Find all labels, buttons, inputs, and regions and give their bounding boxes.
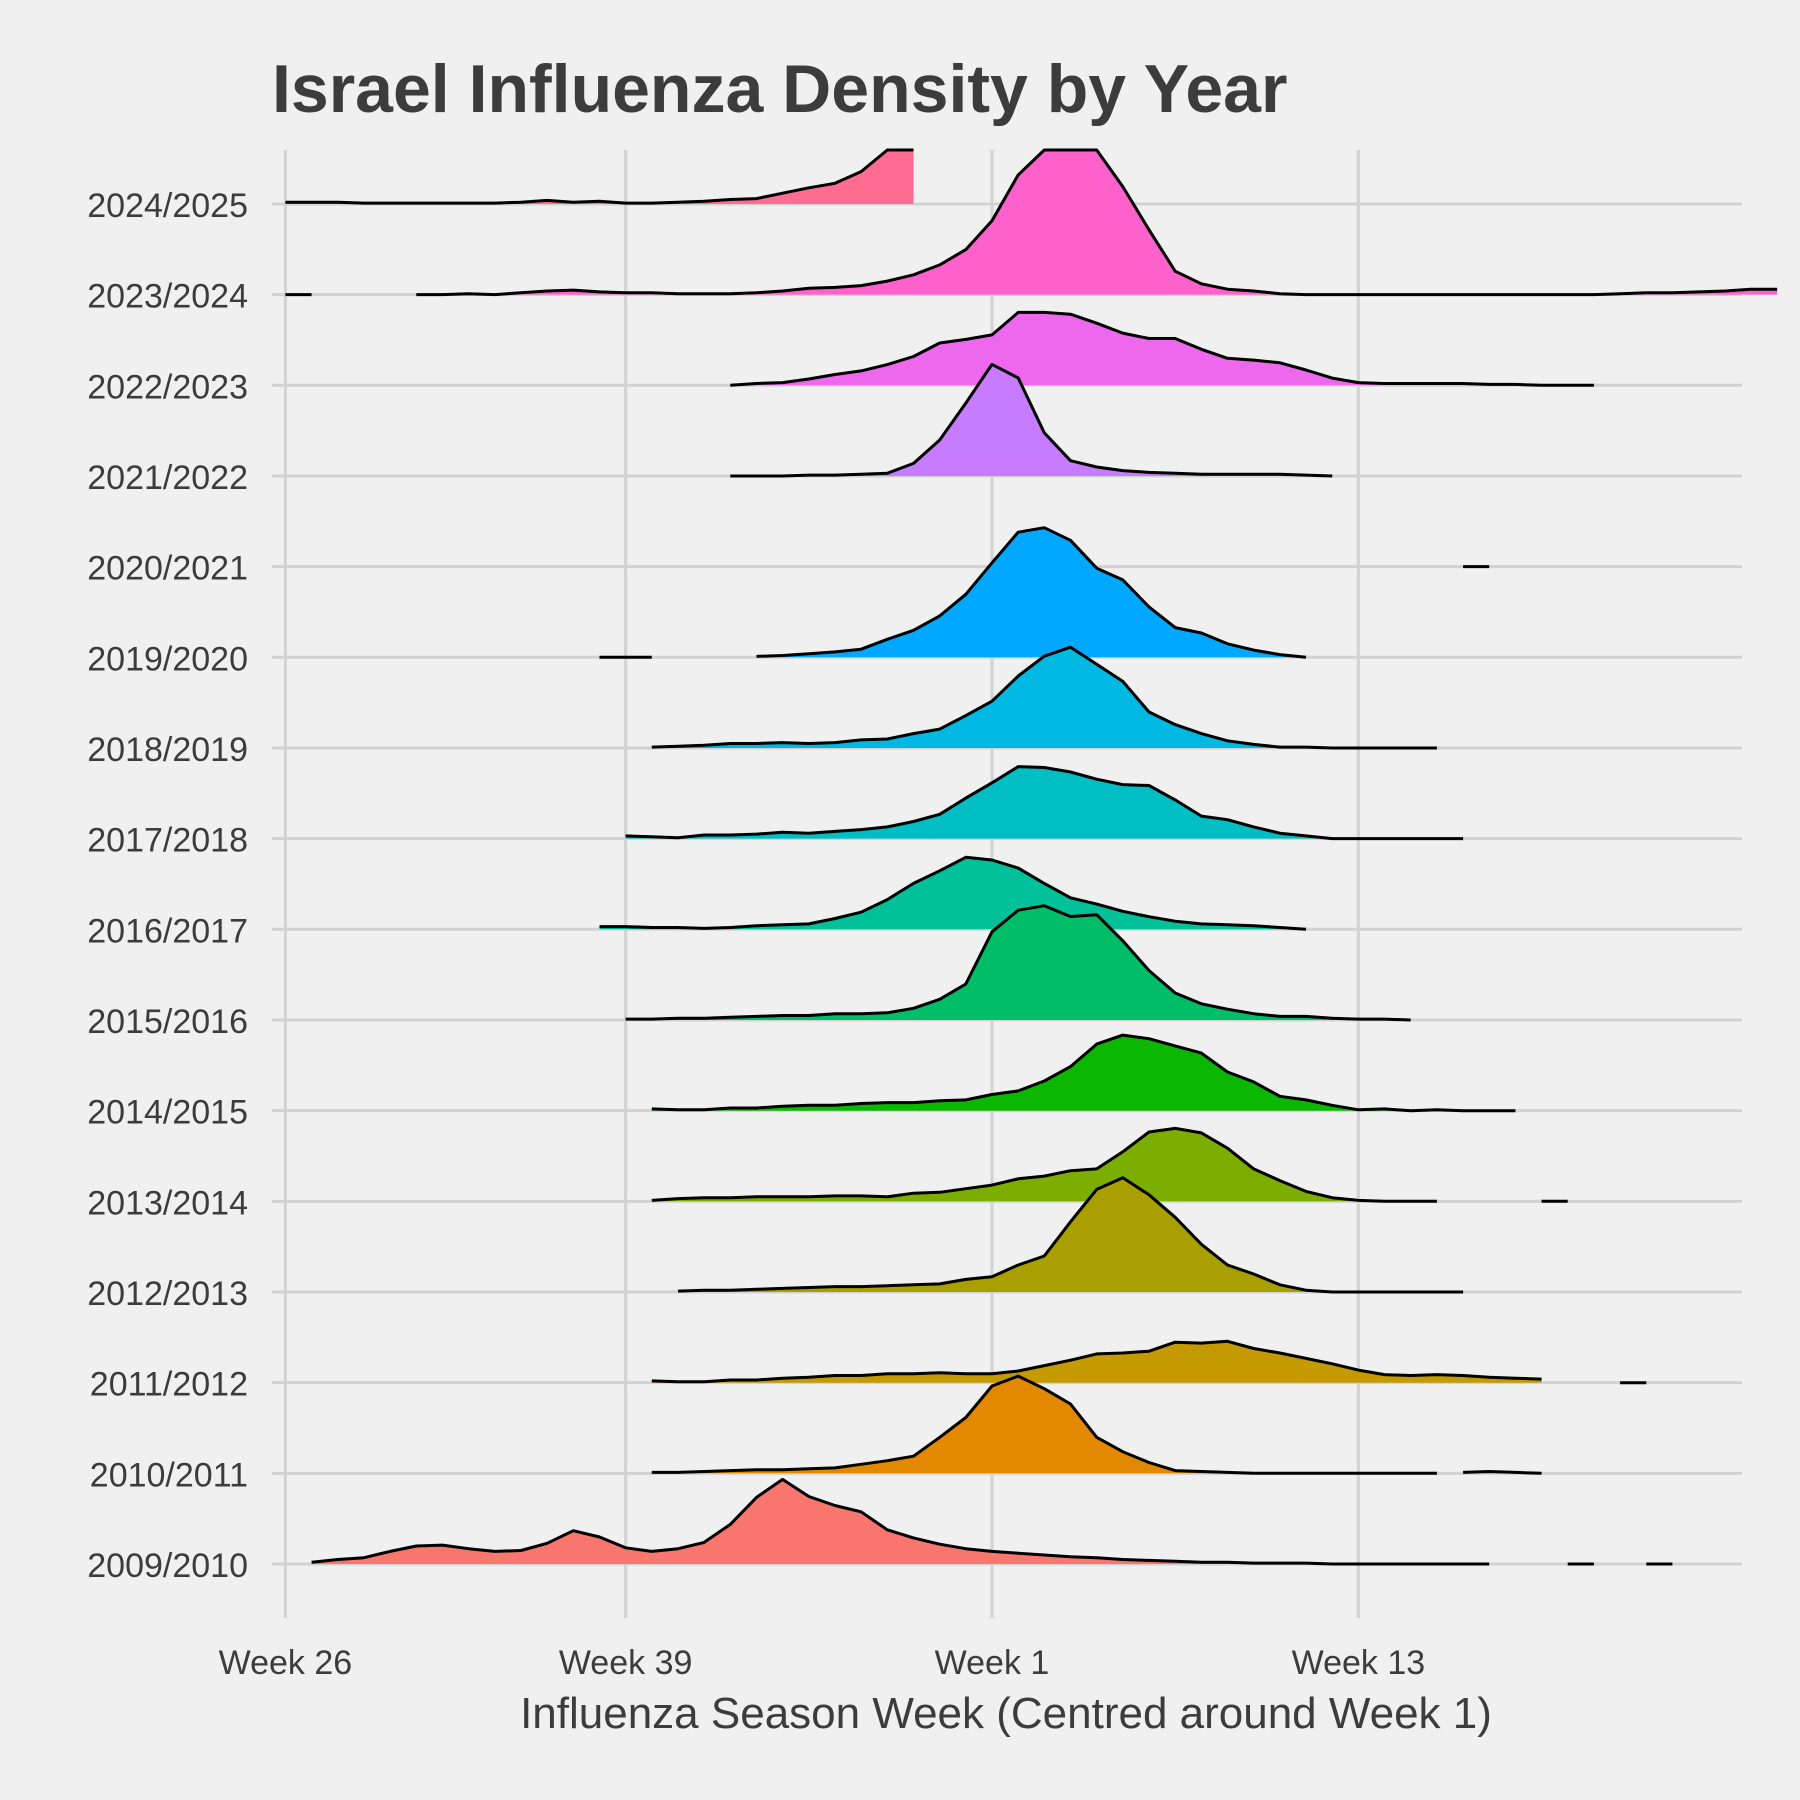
y-tick-label: 2013/2014 bbox=[87, 1184, 248, 1222]
ridge-line bbox=[285, 148, 914, 205]
x-axis-title: Influenza Season Week (Centred around We… bbox=[520, 1689, 1492, 1738]
ridge-area bbox=[730, 364, 1333, 476]
y-tick-label: 2016/2017 bbox=[87, 912, 248, 950]
ridge-line bbox=[730, 362, 1333, 478]
ridge-2015-2016 bbox=[625, 904, 1411, 1022]
ridge-area bbox=[599, 857, 1306, 930]
y-tick-label: 2020/2021 bbox=[87, 550, 248, 588]
ridge-line bbox=[625, 904, 1411, 1022]
ridge-line bbox=[311, 1477, 1490, 1566]
ridge-area bbox=[756, 527, 1306, 658]
ridge-2010-2011 bbox=[651, 1374, 1542, 1475]
ridge-line bbox=[756, 526, 1307, 659]
y-tick-label: 2021/2022 bbox=[87, 459, 248, 497]
ridge-area bbox=[730, 312, 1594, 386]
ridge-line bbox=[651, 1339, 1542, 1384]
ridge-area bbox=[625, 905, 1411, 1020]
ridge-area bbox=[651, 647, 1437, 748]
ridge-line bbox=[651, 1374, 1437, 1475]
x-tick-label: Week 26 bbox=[219, 1644, 353, 1682]
ridge-line bbox=[651, 1033, 1516, 1113]
ridge-2021-2022 bbox=[730, 362, 1333, 478]
ridge-line bbox=[677, 1176, 1464, 1294]
ridge-2009-2010 bbox=[311, 1477, 1673, 1566]
ridge-line bbox=[625, 765, 1464, 841]
y-tick-label: 2019/2020 bbox=[87, 640, 248, 678]
ridge-line bbox=[1463, 1470, 1542, 1475]
ridge-series bbox=[285, 148, 1778, 1566]
y-tick-label: 2010/2011 bbox=[90, 1456, 248, 1494]
x-tick-label: Week 1 bbox=[935, 1644, 1050, 1682]
ridge-line bbox=[599, 855, 1307, 931]
ridge-area bbox=[625, 766, 1464, 839]
ridge-2023-2024 bbox=[285, 148, 1778, 297]
ridge-line bbox=[651, 1126, 1437, 1203]
ridge-2019-2020 bbox=[599, 526, 1307, 659]
ridge-area bbox=[678, 1177, 1464, 1292]
ridge-2014-2015 bbox=[651, 1033, 1516, 1113]
y-tick-label: 2022/2023 bbox=[87, 368, 248, 406]
ridge-area bbox=[651, 1376, 1437, 1474]
ridge-area bbox=[651, 1128, 1437, 1202]
y-tick-label: 2015/2016 bbox=[87, 1003, 248, 1041]
ridge-area bbox=[651, 1341, 1542, 1383]
y-tick-label: 2017/2018 bbox=[87, 822, 248, 860]
y-tick-labels: 2009/2010 2010/2011 2011/2012 2012/2013 2013… bbox=[87, 187, 248, 1585]
ridge-area bbox=[285, 150, 914, 204]
ridge-2012-2013 bbox=[677, 1176, 1464, 1294]
x-tick-label: Week 13 bbox=[1292, 1644, 1426, 1682]
ridge-area bbox=[416, 150, 1778, 295]
x-tick-labels: Week 26 Week 39 Week 1 Week 13 bbox=[219, 1644, 1426, 1682]
ridge-2024-2025 bbox=[285, 148, 914, 205]
y-tick-label: 2009/2010 bbox=[87, 1547, 248, 1585]
y-tick-label: 2018/2019 bbox=[87, 731, 248, 769]
x-tick-label: Week 39 bbox=[559, 1644, 693, 1682]
ridge-line bbox=[416, 148, 1778, 297]
y-tick-label: 2012/2013 bbox=[87, 1275, 248, 1313]
ridge-2011-2012 bbox=[651, 1339, 1647, 1385]
ridge-2017-2018 bbox=[625, 765, 1464, 841]
ridge-area bbox=[311, 1479, 1490, 1564]
ridge-line bbox=[651, 645, 1437, 750]
ridge-2018-2019 bbox=[651, 645, 1437, 750]
ridge-line bbox=[730, 310, 1594, 387]
ridge-area bbox=[651, 1035, 1516, 1111]
y-tick-label: 2023/2024 bbox=[87, 278, 248, 316]
y-tick-label: 2014/2015 bbox=[87, 1094, 248, 1132]
chart-title: Israel Influenza Density by Year bbox=[272, 51, 1287, 127]
y-tick-label: 2024/2025 bbox=[87, 187, 248, 225]
ridge-2013-2014 bbox=[651, 1126, 1568, 1203]
y-tick-label: 2011/2012 bbox=[90, 1366, 248, 1404]
ridge-2022-2023 bbox=[730, 310, 1594, 387]
ridge-2016-2017 bbox=[599, 855, 1307, 931]
